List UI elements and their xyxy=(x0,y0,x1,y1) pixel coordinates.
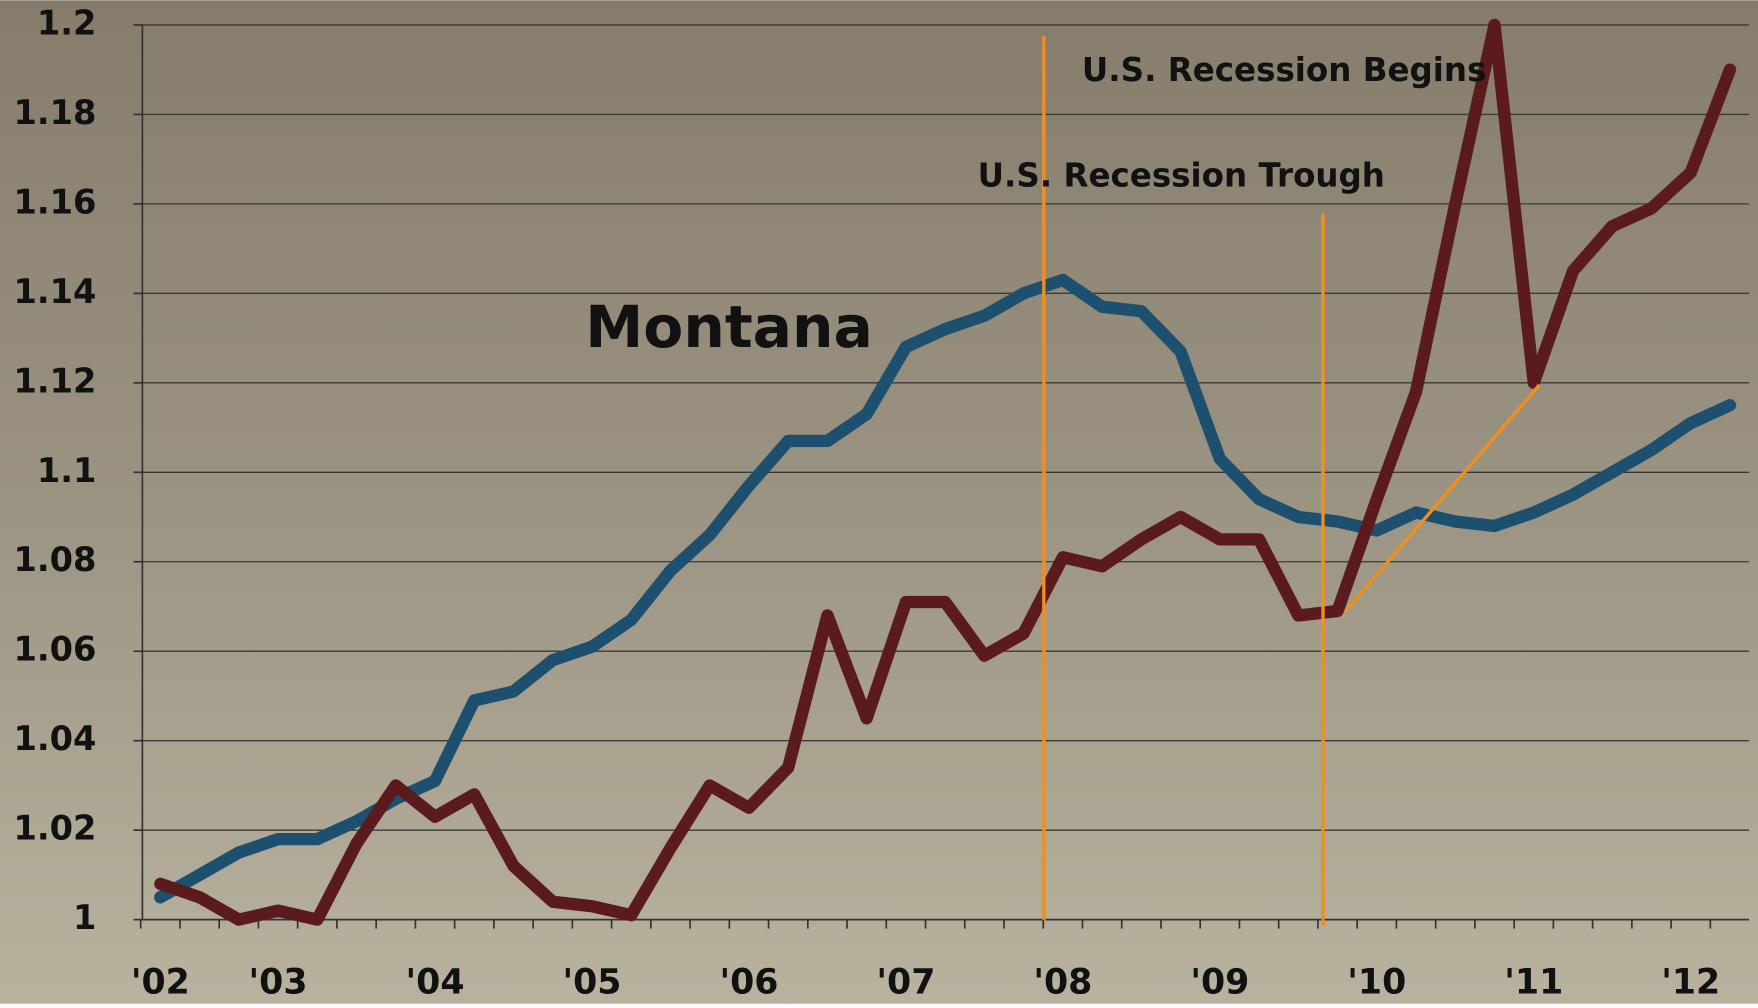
x-tick-label: '10 xyxy=(1347,963,1406,1003)
x-tick-label: '12 xyxy=(1661,963,1720,1003)
y-tick-label: 1.12 xyxy=(13,361,96,400)
y-tick-label: 1.14 xyxy=(13,272,96,311)
y-tick-label: 1.06 xyxy=(13,630,96,669)
series-label: Montana xyxy=(585,293,873,361)
x-tick-label: '08 xyxy=(1033,963,1092,1003)
x-tick-label: '09 xyxy=(1190,963,1249,1003)
x-tick-label: '04 xyxy=(406,963,465,1003)
y-tick-label: 1.18 xyxy=(13,93,96,132)
x-tick-label: '11 xyxy=(1504,963,1563,1003)
y-tick-label: 1.2 xyxy=(37,3,97,42)
x-tick-label: '05 xyxy=(562,963,621,1003)
chart: U.S. Recession Begins U.S. Recession Tro… xyxy=(0,0,1758,1004)
background xyxy=(0,0,1758,1003)
y-tick-label: 1 xyxy=(73,898,96,937)
y-tick-label: 1.04 xyxy=(13,719,96,758)
y-tick-label: 1.16 xyxy=(13,182,96,221)
x-tick-label: '06 xyxy=(719,963,778,1003)
y-tick-label: 1.08 xyxy=(13,540,96,579)
x-tick-label: '07 xyxy=(876,963,935,1003)
y-tick-label: 1.1 xyxy=(37,451,97,490)
annotation: U.S. Recession Trough xyxy=(978,156,1385,194)
x-tick-label: '02 xyxy=(131,963,190,1003)
page: {"chart_data": {"type": "line", "categor… xyxy=(0,0,1758,1004)
annotation: U.S. Recession Begins xyxy=(1082,51,1486,89)
y-tick-label: 1.02 xyxy=(13,809,96,848)
x-tick-label: '03 xyxy=(249,963,308,1003)
